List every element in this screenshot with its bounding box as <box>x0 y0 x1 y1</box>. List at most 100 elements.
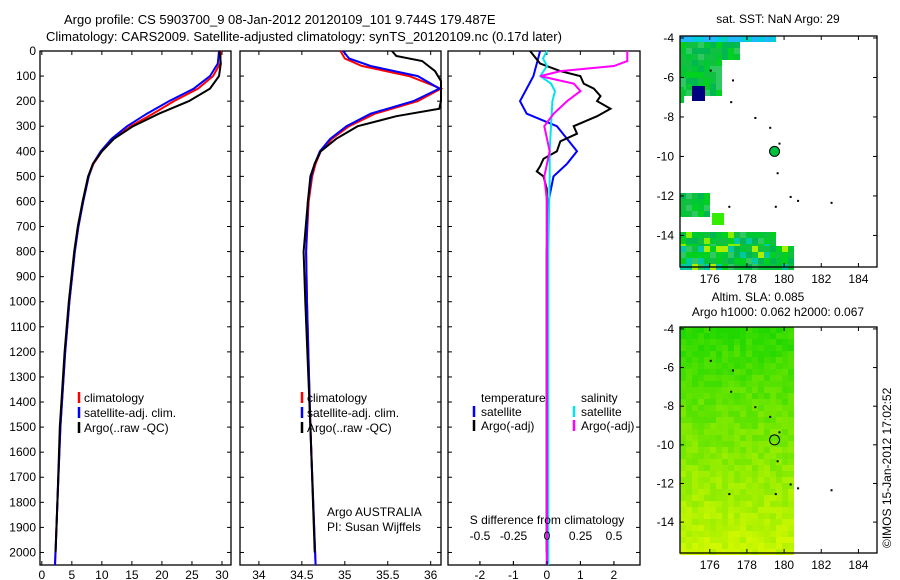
sla-cell <box>764 525 770 531</box>
sla-cell <box>752 423 758 429</box>
sla-cell <box>686 339 692 345</box>
sla-cell <box>764 459 770 465</box>
sla-cell <box>710 501 716 507</box>
sla-cell <box>782 381 788 387</box>
sla-cell <box>680 513 686 519</box>
sla-cell <box>782 549 788 555</box>
sla-cell <box>752 369 758 375</box>
sst-cell <box>770 238 776 244</box>
sla-cell <box>758 477 764 483</box>
sst-cell <box>698 60 704 66</box>
sla-cell <box>734 351 740 357</box>
sst-cell <box>710 238 716 244</box>
sla-cell <box>734 495 740 501</box>
sla-cell <box>788 345 794 351</box>
sla-cell <box>698 483 704 489</box>
sla-cell <box>734 387 740 393</box>
sla-cell <box>698 507 704 513</box>
sla-cell <box>686 417 692 423</box>
salinity-series-climatology <box>305 50 444 566</box>
sla-cell <box>734 381 740 387</box>
sst-cell <box>746 252 752 258</box>
sst-cell <box>746 246 752 252</box>
sst-cell <box>704 42 710 48</box>
sla-cell <box>752 519 758 525</box>
sst-cell <box>770 232 776 238</box>
sst-cell <box>764 238 770 244</box>
map-ytick-label: -12 <box>657 476 675 490</box>
sla-cell <box>680 393 686 399</box>
sla-cell <box>704 519 710 525</box>
sla-cell <box>710 375 716 381</box>
sst-cell <box>686 246 692 252</box>
map-xtick-label: 182 <box>811 272 831 286</box>
sla-cell <box>776 501 782 507</box>
island-marker <box>789 195 792 198</box>
sst-cell <box>692 54 698 60</box>
s-xtick-label: -0.5 <box>470 529 491 543</box>
sla-cell <box>680 357 686 363</box>
island-marker <box>778 431 781 434</box>
sst-cell <box>692 78 698 84</box>
sla-cell <box>692 345 698 351</box>
sst-cell <box>698 246 704 252</box>
island-marker <box>732 369 735 372</box>
island-marker <box>754 116 757 119</box>
sla-cell <box>782 351 788 357</box>
sla-cell <box>734 537 740 543</box>
sla-cell <box>692 351 698 357</box>
sla-cell <box>686 447 692 453</box>
sla-cell <box>764 483 770 489</box>
sla-cell <box>776 405 782 411</box>
sst-cell <box>722 252 728 258</box>
sla-cell <box>764 429 770 435</box>
sst-cell <box>728 54 734 60</box>
sla-cell <box>692 381 698 387</box>
sst-cell <box>692 193 698 199</box>
sst-cell <box>746 258 752 264</box>
sla-cell <box>788 405 794 411</box>
sla-cell <box>788 513 794 519</box>
sst-cell <box>722 258 728 264</box>
sla-cell <box>758 549 764 555</box>
sla-cell <box>686 495 692 501</box>
sla-cell <box>710 369 716 375</box>
temperature-series-satellite-adj-clim- <box>54 50 220 566</box>
difference-xtick-label: 1 <box>577 568 584 580</box>
sst-cell <box>722 246 728 252</box>
sla-cell <box>728 465 734 471</box>
sla-cell <box>746 447 752 453</box>
sla-cell <box>758 399 764 405</box>
sla-cell <box>680 537 686 543</box>
sla-cell <box>722 405 728 411</box>
sla-cell <box>788 387 794 393</box>
sla-cell <box>746 333 752 339</box>
sla-cell <box>734 429 740 435</box>
sst-cell <box>686 78 692 84</box>
sla-cell <box>728 327 734 333</box>
sst-cell <box>764 36 770 42</box>
island-marker <box>778 142 781 145</box>
sla-cell <box>704 543 710 549</box>
sla-cell <box>776 543 782 549</box>
sst-cell <box>692 258 698 264</box>
sla-cell <box>680 477 686 483</box>
sst-cell <box>680 60 686 66</box>
depth-tick-label: 1400 <box>9 395 36 409</box>
sla-cell <box>764 375 770 381</box>
sla-cell <box>716 405 722 411</box>
sla-cell <box>704 489 710 495</box>
sla-cell <box>788 381 794 387</box>
temperature-xtick-label: 5 <box>68 568 75 580</box>
sst-cell <box>686 205 692 211</box>
sla-cell <box>752 399 758 405</box>
salinity-series-argo-raw-qc- <box>302 50 442 553</box>
sla-cell <box>746 381 752 387</box>
salinity-xtick-label: 35.5 <box>376 568 400 580</box>
sla-cell <box>722 441 728 447</box>
sla-cell <box>776 411 782 417</box>
sla-cell <box>758 387 764 393</box>
sla-cell <box>722 369 728 375</box>
sla-cell <box>788 525 794 531</box>
sla-cell <box>740 483 746 489</box>
